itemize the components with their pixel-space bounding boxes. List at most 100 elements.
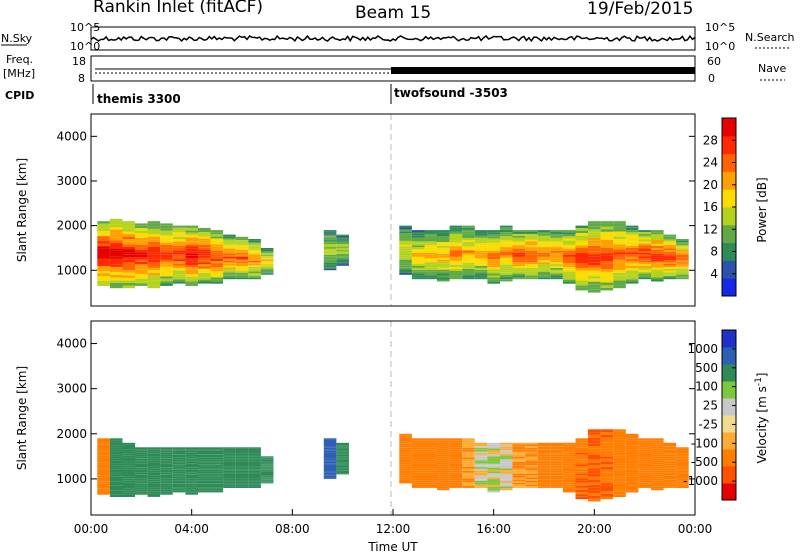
nave-label: Nave xyxy=(758,62,786,75)
power-cell xyxy=(462,273,475,276)
velocity-cell xyxy=(638,463,651,465)
power-cell xyxy=(336,244,349,246)
velocity-cell xyxy=(109,490,123,493)
velocity-cell xyxy=(613,452,626,456)
velocity-cell xyxy=(97,473,110,476)
velocity-cell xyxy=(512,461,526,464)
power-cell xyxy=(449,248,463,251)
colorbar-swatch xyxy=(722,347,736,365)
power-cell xyxy=(323,247,337,249)
power-cell xyxy=(323,251,337,254)
power-cell xyxy=(449,258,463,261)
power-cell xyxy=(323,231,337,234)
velocity-cell xyxy=(449,457,463,460)
velocity-cell xyxy=(135,485,148,488)
power-cell xyxy=(223,241,236,244)
velocity-cell xyxy=(248,478,261,481)
velocity-cell xyxy=(185,465,198,468)
power-cell xyxy=(248,251,261,253)
power-cell xyxy=(122,236,136,240)
velocity-cell xyxy=(135,460,148,462)
power-cell xyxy=(323,244,337,246)
velocity-cell xyxy=(512,467,526,469)
velocity-cell xyxy=(437,466,450,469)
velocity-cell xyxy=(562,475,576,478)
velocity-cell xyxy=(399,460,412,463)
power-cell xyxy=(109,277,123,281)
power-cell xyxy=(336,258,349,260)
power-cell xyxy=(625,268,639,271)
velocity-cell xyxy=(537,467,551,469)
power-cell xyxy=(260,270,274,272)
velocity-cell xyxy=(135,452,148,455)
velocity-cell xyxy=(172,450,186,453)
velocity-cell xyxy=(97,481,110,484)
power-cell xyxy=(399,244,412,247)
velocity-cell xyxy=(512,475,526,478)
velocity-cell xyxy=(462,449,475,452)
velocity-cell xyxy=(575,452,589,455)
velocity-cell xyxy=(122,484,136,487)
power-cell xyxy=(449,233,463,236)
velocity-cell xyxy=(97,492,110,495)
velocity-cell xyxy=(399,481,412,484)
power-cell xyxy=(537,250,551,253)
velocity-cell xyxy=(109,456,123,459)
velocity-cell xyxy=(676,464,689,467)
velocity-cell xyxy=(223,472,236,474)
velocity-cell xyxy=(135,449,148,451)
power-cell xyxy=(235,251,249,254)
velocity-cell xyxy=(512,477,526,480)
velocity-cell xyxy=(135,465,148,468)
power-cell xyxy=(97,236,110,239)
power-cell xyxy=(172,279,186,282)
velocity-cell xyxy=(651,480,664,483)
velocity-cell xyxy=(260,459,274,461)
velocity-cell xyxy=(638,482,651,485)
power-cell xyxy=(223,277,236,280)
velocity-cell xyxy=(625,485,639,488)
power-cell xyxy=(160,242,173,245)
velocity-cell xyxy=(613,478,626,482)
velocity-cell xyxy=(135,489,148,491)
velocity-cell xyxy=(109,451,123,455)
velocity-cell xyxy=(562,463,576,466)
power-cell xyxy=(600,287,614,291)
velocity-cell xyxy=(487,482,500,485)
power-cell xyxy=(600,223,614,227)
velocity-cell xyxy=(437,484,450,487)
velocity-cell xyxy=(135,456,148,459)
velocity-cell xyxy=(135,480,148,482)
power-cell xyxy=(663,248,677,250)
power-cell xyxy=(172,281,186,284)
velocity-cell xyxy=(525,481,538,483)
power-cell xyxy=(625,272,639,275)
power-cell xyxy=(399,263,412,266)
velocity-cell xyxy=(437,458,450,461)
power-cell xyxy=(97,271,110,274)
velocity-cell xyxy=(109,440,123,443)
power-cell xyxy=(437,234,450,236)
velocity-cell xyxy=(160,451,173,453)
power-cell xyxy=(411,249,425,251)
velocity-cell xyxy=(613,491,626,495)
power-cell xyxy=(223,267,236,269)
velocity-cell xyxy=(625,465,639,468)
power-cell xyxy=(537,260,551,263)
power-cell xyxy=(185,281,198,284)
power-cell xyxy=(613,228,626,232)
velocity-cell xyxy=(198,462,211,465)
velocity-cell xyxy=(474,461,488,464)
velocity-cell xyxy=(487,442,500,445)
power-cell xyxy=(562,230,576,233)
power-cell xyxy=(135,252,148,255)
velocity-cell xyxy=(512,444,526,447)
power-cell xyxy=(399,250,412,253)
power-cell xyxy=(198,277,211,280)
velocity-cell xyxy=(525,479,538,481)
velocity-cell xyxy=(512,442,526,445)
velocity-cell xyxy=(512,451,526,454)
power-cell xyxy=(160,235,173,238)
power-cell xyxy=(474,241,488,244)
power-cell xyxy=(147,259,161,263)
